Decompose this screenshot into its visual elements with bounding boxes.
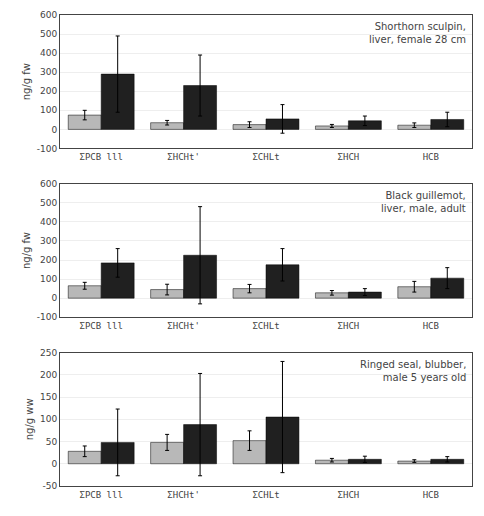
svg-text:ng/g ww: ng/g ww [24,398,35,440]
svg-text:400: 400 [40,217,57,227]
svg-text:200: 200 [40,255,57,265]
svg-text:250: 250 [40,348,57,358]
svg-text:ΣHCH: ΣHCH [338,321,360,331]
svg-text:ΣPCB lll: ΣPCB lll [80,321,123,331]
svg-text:Shorthorn sculpin,liver, femal: Shorthorn sculpin,liver, female 28 cm [369,21,466,45]
svg-text:Black guillemot,liver, male, a: Black guillemot,liver, male, adult [381,190,466,214]
svg-text:ng/g fw: ng/g fw [21,63,32,100]
svg-text:-50: -50 [42,481,57,491]
svg-text:600: 600 [40,179,57,189]
svg-text:ng/g fw: ng/g fw [21,232,32,269]
svg-text:-100: -100 [37,144,58,154]
svg-text:ΣHCH: ΣHCH [338,490,360,500]
svg-text:ΣCHLt: ΣCHLt [252,490,279,500]
svg-text:100: 100 [40,414,57,424]
svg-text:ΣHCH: ΣHCH [338,152,360,162]
svg-text:ΣHCHt': ΣHCHt' [167,321,200,331]
svg-text:ΣPCB lll: ΣPCB lll [80,152,123,162]
svg-text:200: 200 [40,370,57,380]
svg-text:500: 500 [40,29,57,39]
svg-text:ΣCHLt: ΣCHLt [252,152,279,162]
svg-text:50: 50 [46,437,58,447]
svg-text:0: 0 [51,125,57,135]
svg-text:ΣCHLt: ΣCHLt [252,321,279,331]
svg-text:-100: -100 [37,312,58,322]
svg-text:300: 300 [40,236,57,246]
svg-text:100: 100 [40,274,57,284]
svg-text:HCB: HCB [423,321,439,331]
svg-text:ΣHCHt': ΣHCHt' [167,490,200,500]
svg-text:200: 200 [40,86,57,96]
svg-text:400: 400 [40,48,57,58]
svg-text:600: 600 [40,10,57,20]
svg-text:500: 500 [40,198,57,208]
svg-text:ΣHCHt': ΣHCHt' [167,152,200,162]
svg-text:HCB: HCB [423,152,439,162]
svg-text:100: 100 [40,105,57,115]
svg-text:150: 150 [40,392,57,402]
svg-text:0: 0 [51,293,57,303]
svg-text:0: 0 [51,459,57,469]
svg-text:Ringed seal, blubber,male 5 ye: Ringed seal, blubber,male 5 years old [360,359,466,383]
svg-text:ΣPCB lll: ΣPCB lll [80,490,123,500]
svg-text:HCB: HCB [423,490,439,500]
svg-text:300: 300 [40,67,57,77]
